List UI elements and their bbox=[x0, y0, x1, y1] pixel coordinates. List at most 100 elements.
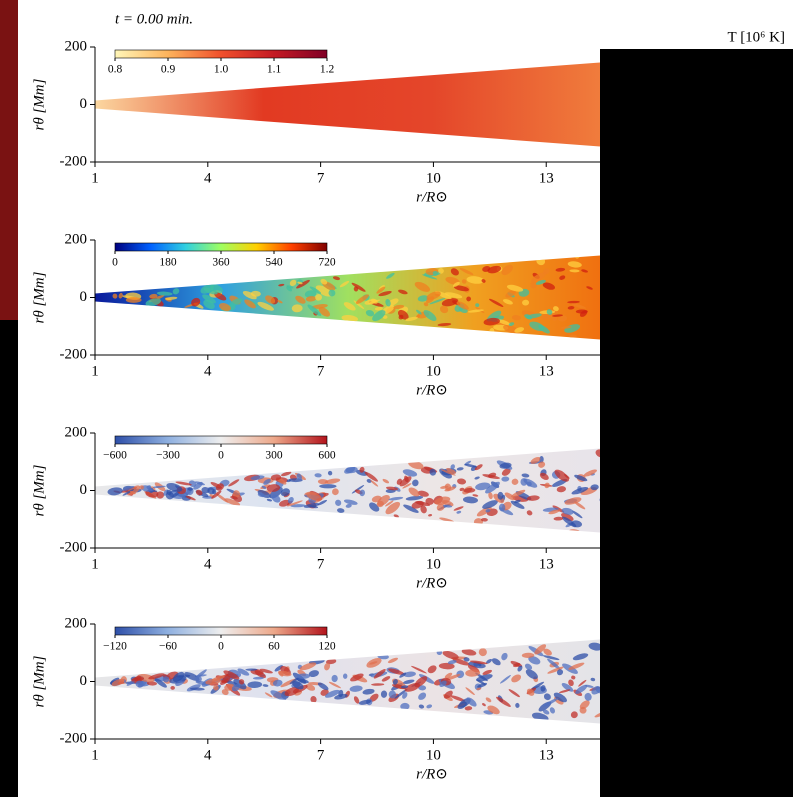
texture-patch bbox=[278, 670, 292, 677]
texture-patch bbox=[539, 455, 544, 464]
texture-patch bbox=[126, 485, 141, 496]
texture-patch bbox=[266, 484, 281, 492]
chart-title: t = 0.00 min. bbox=[115, 11, 193, 27]
texture-patch bbox=[499, 462, 512, 469]
texture-patch bbox=[505, 289, 517, 298]
colorbar-tick-label: 540 bbox=[265, 257, 283, 269]
texture-patch bbox=[475, 303, 480, 307]
texture-patch bbox=[555, 267, 566, 272]
x-tick-label: 4 bbox=[204, 556, 212, 572]
texture-patch bbox=[568, 662, 585, 670]
texture-patch bbox=[572, 653, 589, 661]
texture-patch bbox=[553, 692, 567, 703]
texture-patch bbox=[561, 683, 574, 692]
texture-patch bbox=[211, 490, 222, 499]
texture-patch bbox=[202, 294, 216, 304]
texture-patch bbox=[586, 286, 593, 290]
texture-patch bbox=[552, 316, 558, 321]
texture-patch bbox=[452, 281, 460, 287]
texture-patch bbox=[221, 689, 229, 696]
x-tick-label: 4 bbox=[204, 747, 212, 763]
texture-patch bbox=[482, 474, 500, 479]
texture-patch bbox=[475, 482, 491, 491]
texture-patch bbox=[118, 292, 123, 299]
texture-patch bbox=[359, 489, 366, 497]
texture-patch bbox=[553, 306, 559, 312]
texture-patch bbox=[501, 476, 510, 482]
texture-patch bbox=[287, 496, 294, 504]
texture-patch bbox=[385, 299, 391, 307]
texture-patch bbox=[456, 301, 469, 310]
texture-patch bbox=[486, 658, 493, 664]
texture-patch bbox=[568, 334, 577, 338]
texture-patch bbox=[304, 290, 317, 298]
texture-patch bbox=[546, 309, 553, 315]
texture-patch bbox=[112, 293, 118, 299]
y-tick-label: 0 bbox=[80, 482, 88, 498]
texture-patch bbox=[511, 489, 526, 498]
texture-patch bbox=[358, 699, 372, 705]
texture-patch bbox=[324, 662, 331, 671]
texture-patch bbox=[403, 679, 415, 684]
texture-patch bbox=[317, 479, 329, 485]
texture-patch bbox=[366, 658, 382, 668]
texture-patch bbox=[564, 497, 582, 505]
x-tick-label: 13 bbox=[539, 747, 554, 763]
colorbar-tick-label: 120 bbox=[318, 641, 336, 653]
texture-patch bbox=[453, 506, 464, 511]
texture-patch bbox=[526, 313, 542, 319]
texture-patch bbox=[296, 673, 311, 679]
colorbar-tick-label: 1.0 bbox=[214, 64, 229, 76]
texture-patch bbox=[426, 704, 433, 709]
texture-patch bbox=[166, 483, 183, 492]
texture-patch bbox=[381, 676, 391, 682]
texture-patch bbox=[513, 662, 521, 668]
texture-patch bbox=[229, 298, 243, 307]
texture-patch bbox=[463, 657, 470, 662]
texture-patch bbox=[296, 677, 309, 684]
colorbar-label: T [10⁶ K] bbox=[728, 29, 785, 45]
colorbar-tick-label: −600 bbox=[103, 450, 127, 462]
texture-patch bbox=[502, 299, 513, 305]
texture-patch bbox=[154, 678, 167, 688]
colorbar-tick-label: −60 bbox=[159, 641, 177, 653]
texture-patch bbox=[220, 675, 231, 686]
texture-patch bbox=[327, 470, 333, 476]
texture-patch bbox=[543, 693, 551, 701]
texture-patch bbox=[203, 287, 218, 295]
texture-patch bbox=[317, 682, 329, 691]
colorbar-tick-label: 300 bbox=[265, 450, 283, 462]
texture-patch bbox=[535, 279, 546, 285]
texture-patch bbox=[461, 648, 477, 656]
texture-patch bbox=[272, 679, 283, 687]
texture-patch bbox=[517, 665, 523, 672]
texture-patch bbox=[496, 696, 511, 707]
texture-patch bbox=[405, 316, 418, 322]
texture-patch bbox=[438, 268, 444, 274]
texture-patch bbox=[429, 298, 446, 305]
colorbar-tick-label: 0.8 bbox=[108, 64, 123, 76]
texture-patch bbox=[457, 701, 467, 710]
texture-patch bbox=[292, 680, 304, 690]
texture-patch bbox=[325, 658, 337, 665]
texture-patch bbox=[191, 297, 201, 307]
texture-patch bbox=[296, 279, 310, 289]
texture-patch bbox=[371, 683, 385, 686]
texture-patch bbox=[403, 504, 419, 513]
texture-patch bbox=[514, 327, 525, 333]
y-tick-label: 200 bbox=[65, 424, 88, 440]
texture-patch bbox=[299, 662, 317, 671]
texture-patch bbox=[510, 500, 525, 509]
texture-patch bbox=[131, 677, 145, 682]
texture-patch bbox=[547, 658, 561, 670]
field-texture bbox=[112, 255, 593, 338]
texture-patch bbox=[264, 692, 273, 698]
texture-patch bbox=[349, 685, 363, 692]
texture-patch bbox=[422, 274, 438, 280]
texture-patch bbox=[214, 292, 227, 301]
texture-patch bbox=[538, 461, 546, 468]
texture-patch bbox=[310, 696, 317, 703]
texture-patch bbox=[257, 492, 265, 498]
texture-patch bbox=[403, 671, 416, 678]
texture-patch bbox=[465, 687, 475, 696]
